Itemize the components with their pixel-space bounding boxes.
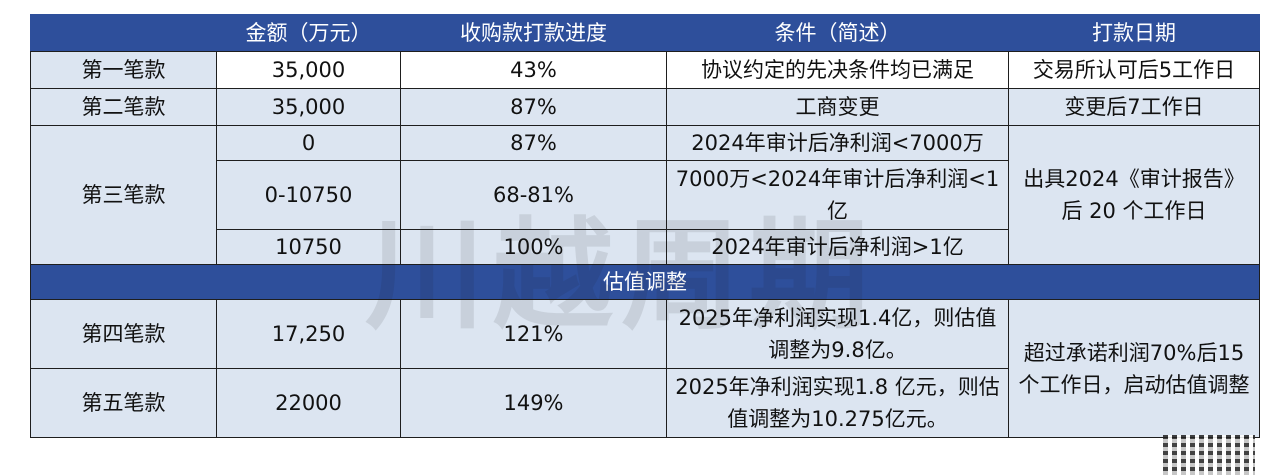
payment-date: 变更后7工作日	[1008, 88, 1260, 126]
payment-amount: 10750	[216, 229, 401, 265]
section-row: 估值调整	[30, 264, 1260, 300]
header-row: 金额（万元） 收购款打款进度 条件（简述） 打款日期	[30, 14, 1260, 52]
header-amount: 金额（万元）	[216, 14, 401, 52]
payment-progress: 87%	[400, 125, 667, 161]
payment-amount: 17,250	[216, 299, 401, 369]
payment-condition: 7000万<2024年审计后净利润<1亿	[666, 160, 1009, 230]
payment-date: 超过承诺利润70%后15个工作日，启动估值调整	[1008, 299, 1260, 438]
header-condition: 条件（简述）	[666, 14, 1009, 52]
payment-progress: 68-81%	[400, 160, 667, 230]
payment-progress: 43%	[400, 51, 667, 89]
payment-name: 第五笔款	[30, 368, 217, 438]
payment-amount: 35,000	[216, 88, 401, 126]
payment-condition: 协议约定的先决条件均已满足	[666, 51, 1009, 89]
payment-progress: 100%	[400, 229, 667, 265]
table-row-payment-3b: 0-10750 68-81% 7000万<2024年审计后净利润<1亿	[31, 160, 1260, 230]
payment-name: 第一笔款	[30, 51, 217, 89]
payment-progress: 87%	[400, 88, 667, 126]
payment-date: 交易所认可后5工作日	[1008, 51, 1260, 89]
payment-progress: 121%	[400, 299, 667, 369]
qr-code-icon	[1163, 435, 1255, 475]
payment-amount: 0-10750	[216, 160, 401, 230]
payment-amount: 35,000	[216, 51, 401, 89]
payment-condition: 工商变更	[666, 88, 1009, 126]
payment-condition: 2025年净利润实现1.8 亿元，则估值调整为10.275亿元。	[666, 368, 1009, 438]
payment-condition: 2025年净利润实现1.4亿，则估值调整为9.8亿。	[666, 299, 1009, 369]
payment-amount: 0	[216, 125, 401, 161]
section-label-valuation: 估值调整	[30, 264, 1260, 300]
payment-progress: 149%	[400, 368, 667, 438]
payment-condition: 2024年审计后净利润>1亿	[666, 229, 1009, 265]
payment-schedule-table: 金额（万元） 收购款打款进度 条件（简述） 打款日期 第一笔款 35,000 4…	[30, 14, 1260, 438]
payment-name: 第四笔款	[30, 299, 217, 369]
table-row-payment-1: 第一笔款 35,000 43% 协议约定的先决条件均已满足 交易所认可后5工作日	[30, 51, 1260, 89]
payment-condition: 2024年审计后净利润<7000万	[666, 125, 1009, 161]
header-empty	[30, 14, 217, 52]
table-row-payment-5: 第五笔款 22000 149% 2025年净利润实现1.8 亿元，则估值调整为1…	[30, 368, 1260, 438]
table-row-payment-3a: 第三笔款 0 87% 2024年审计后净利润<7000万 出具2024《审计报告…	[30, 125, 1260, 265]
payment-date: 出具2024《审计报告》后 20 个工作日	[1008, 125, 1260, 265]
payment-amount: 22000	[216, 368, 401, 438]
payment-name: 第二笔款	[30, 88, 217, 126]
header-date: 打款日期	[1008, 14, 1260, 52]
header-progress: 收购款打款进度	[400, 14, 667, 52]
payment-name: 第三笔款	[30, 125, 217, 265]
table-row-payment-4: 第四笔款 17,250 121% 2025年净利润实现1.4亿，则估值调整为9.…	[30, 299, 1260, 438]
table-row-payment-2: 第二笔款 35,000 87% 工商变更 变更后7工作日	[30, 88, 1260, 126]
